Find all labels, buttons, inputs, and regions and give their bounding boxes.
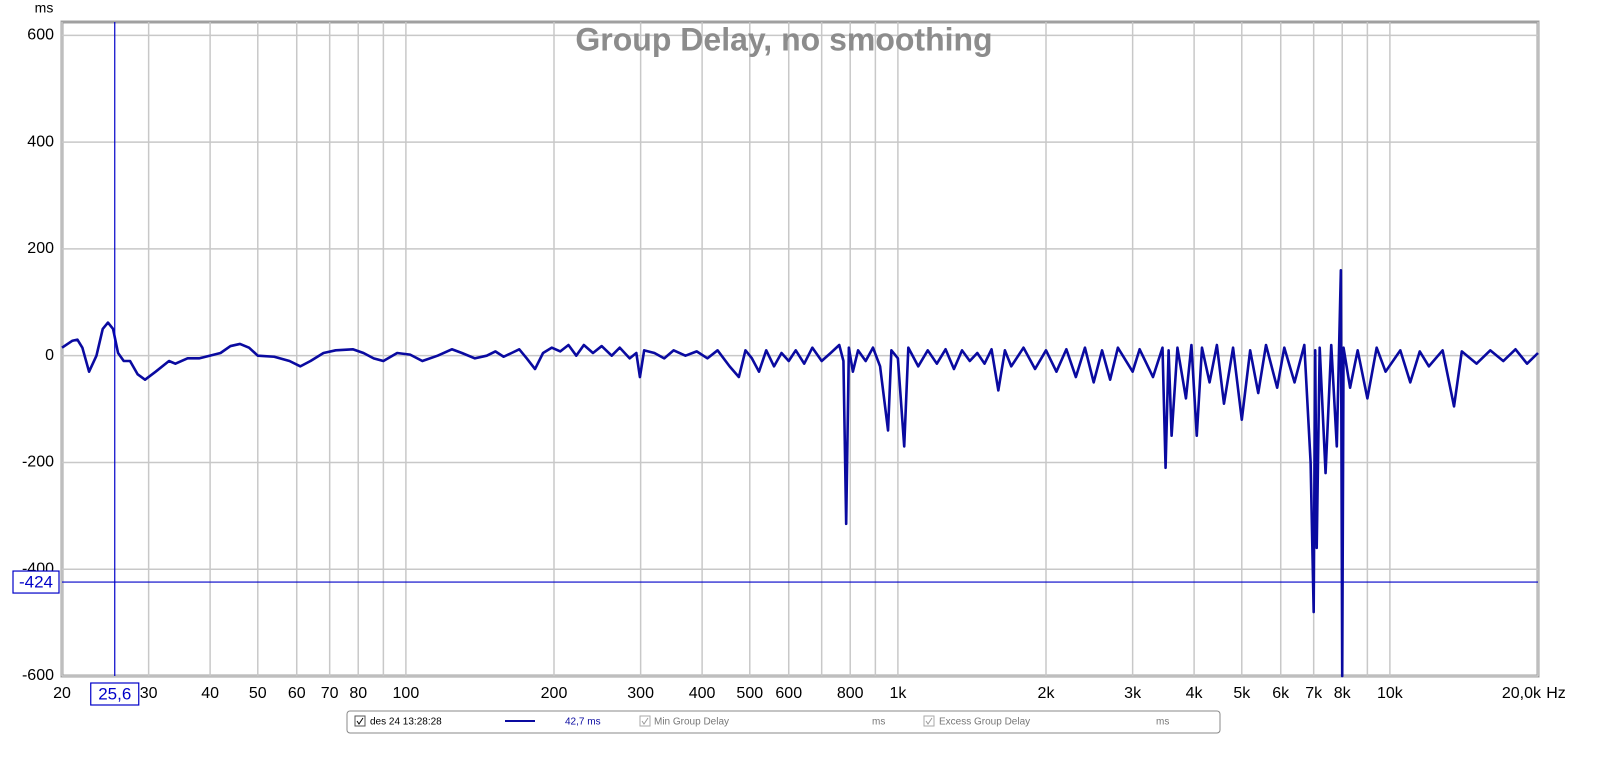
x-tick-label: 40: [201, 685, 219, 702]
x-tick-label: 100: [393, 685, 420, 702]
x-tick-label: 30: [140, 685, 158, 702]
legend-unit: ms: [1156, 717, 1169, 728]
x-tick-label: 70: [321, 685, 339, 702]
x-tick-label: 200: [541, 685, 568, 702]
legend-series-name: des 24 13:28:28: [370, 717, 442, 728]
x-tick-label: 800: [837, 685, 864, 702]
x-tick-label: 2k: [1038, 685, 1056, 702]
x-tick-label: 50: [249, 685, 267, 702]
x-tick-label: 5k: [1233, 685, 1251, 702]
x-tick-label: 8k: [1334, 685, 1352, 702]
x-tick-label: 7k: [1305, 685, 1323, 702]
plot-area: [60, 20, 1540, 678]
y-axis-label: ms: [35, 0, 54, 16]
y-tick-label: 600: [27, 27, 54, 44]
legend-unit: ms: [872, 717, 885, 728]
x-tick-label: 600: [775, 685, 802, 702]
x-tick-label: 20,0k: [1502, 685, 1542, 702]
legend-series-name: Min Group Delay: [654, 717, 729, 728]
x-tick-label: 500: [736, 685, 763, 702]
cursor-x-label: 25,6: [98, 684, 131, 703]
series-line: [61, 268, 1539, 678]
cursor-y-label: -424: [19, 573, 53, 592]
legend-readout: 42,7 ms: [565, 717, 601, 728]
y-tick-label: 200: [27, 240, 54, 257]
x-tick-label: 3k: [1124, 685, 1142, 702]
y-tick-label: 400: [27, 133, 54, 150]
x-tick-label: 4k: [1186, 685, 1204, 702]
cursor-y-box: [12, 570, 60, 594]
x-tick-label: 400: [689, 685, 716, 702]
x-tick-label: 20: [53, 685, 71, 702]
chart-title: Group Delay, no smoothing: [575, 21, 992, 57]
checkbox[interactable]: [354, 715, 366, 727]
x-tick-label: 300: [627, 685, 654, 702]
x-tick-label: 10k: [1377, 685, 1404, 702]
checkbox[interactable]: [639, 715, 651, 727]
x-tick-label: 80: [349, 685, 367, 702]
legend-series-name: Excess Group Delay: [939, 717, 1030, 728]
x-tick-label: 6k: [1272, 685, 1290, 702]
x-tick-label: 1k: [889, 685, 907, 702]
y-tick-label: -600: [22, 667, 54, 684]
x-tick-label: 60: [288, 685, 306, 702]
check-mark: [925, 717, 933, 725]
checkbox[interactable]: [923, 715, 935, 727]
legend-frame: [346, 710, 1221, 734]
cursor-x-box: [90, 682, 140, 706]
y-tick-label: -200: [22, 454, 54, 471]
y-tick-label: 0: [45, 347, 54, 364]
check-mark: [641, 717, 649, 725]
x-axis-unit: Hz: [1546, 685, 1566, 702]
legend-bar: des 24 13:28:28 42,7 ms Min Group Delay …: [346, 710, 1221, 734]
check-mark: [356, 717, 364, 725]
plot: [61, 22, 1539, 678]
